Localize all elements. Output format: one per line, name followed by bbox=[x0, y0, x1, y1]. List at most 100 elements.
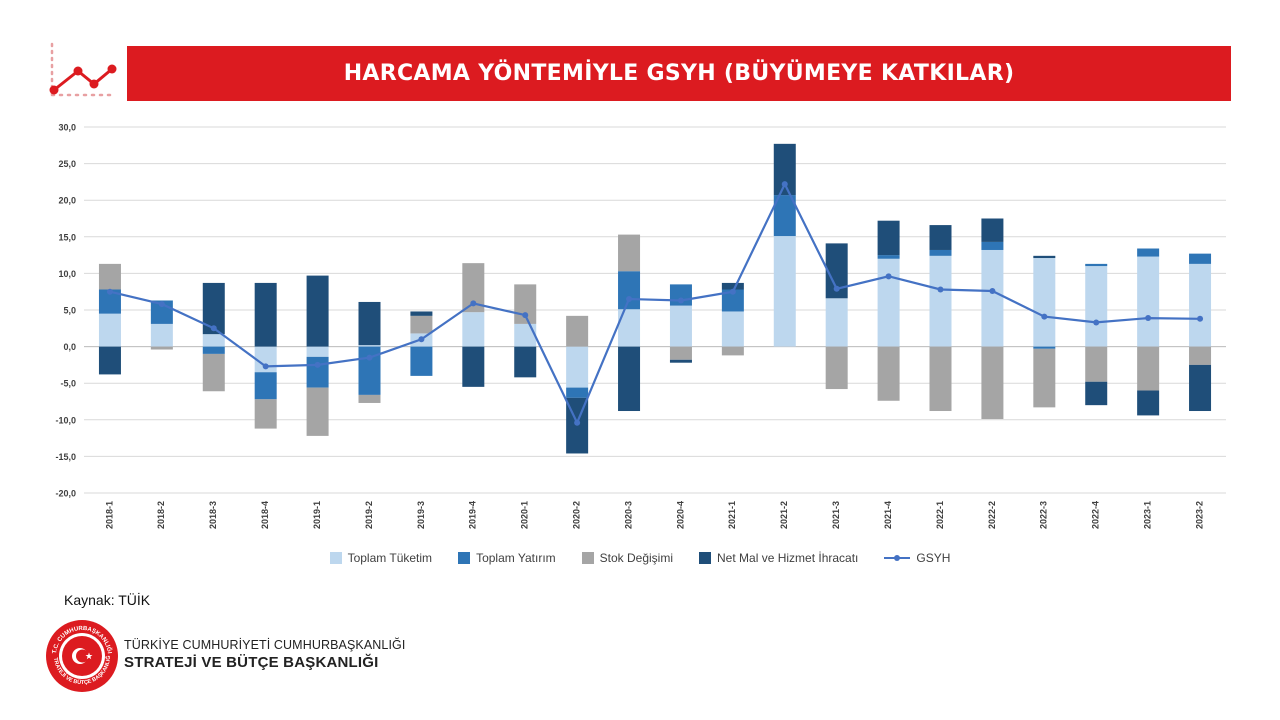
x-axis-ticks: 2018-1 2018-2 2018-3 2018-4 2019-1 2019-2 2019… bbox=[104, 501, 1204, 529]
y-tick-label: 20,0 bbox=[58, 196, 76, 206]
gsyh-point bbox=[729, 288, 736, 295]
legend-label: Toplam Yatırım bbox=[476, 551, 556, 565]
legend-item-net-ihracat: Net Mal ve Hizmet İhracatı bbox=[699, 551, 858, 565]
bar-segment bbox=[202, 282, 225, 335]
gsyh-line-series bbox=[106, 181, 1204, 426]
x-tick-label: 2018-1 bbox=[104, 501, 114, 529]
legend-label: Toplam Tüketim bbox=[347, 551, 433, 565]
legend-label: Stok Değişimi bbox=[599, 551, 674, 565]
gsyh-point bbox=[574, 419, 581, 426]
gsyh-line bbox=[109, 181, 1201, 426]
x-tick-label: 2022-2 bbox=[987, 501, 997, 529]
bar-segment bbox=[721, 346, 744, 356]
bar-segment bbox=[877, 258, 900, 347]
x-tick-label: 2019-2 bbox=[364, 501, 374, 529]
x-tick-label: 2018-4 bbox=[260, 501, 270, 529]
bar-segment bbox=[1189, 253, 1212, 264]
gsyh-point bbox=[885, 273, 892, 280]
x-tick-label: 2021-3 bbox=[831, 501, 841, 529]
bar-segment bbox=[150, 346, 173, 350]
x-tick-label: 2023-1 bbox=[1143, 501, 1153, 529]
bar-segment bbox=[1033, 255, 1056, 259]
bar-segment bbox=[566, 315, 589, 347]
gsyh-point bbox=[470, 300, 477, 307]
y-axis-ticks: 30,0 25,0 20,0 15,0 10,0 5,0 0,0 -5,0 -10,0 -15,0… bbox=[55, 123, 76, 499]
gsyh-point bbox=[1041, 313, 1048, 320]
legend-swatch-net-ihracat bbox=[699, 552, 712, 564]
y-tick-label: 10,0 bbox=[58, 269, 76, 279]
bar-segment bbox=[306, 346, 329, 357]
y-tick-label: 5,0 bbox=[63, 306, 76, 316]
bar-segment bbox=[981, 249, 1004, 347]
x-tick-label: 2019-1 bbox=[312, 501, 322, 529]
gsyh-point bbox=[262, 363, 269, 370]
bar-segment bbox=[981, 241, 1004, 250]
bar-segment bbox=[773, 236, 796, 347]
gdp-contribution-chart: 30,0 25,0 20,0 15,0 10,0 5,0 0,0 -5,0 -10,0 -15,0… bbox=[55, 123, 1226, 529]
bar-segment bbox=[410, 346, 433, 376]
bar-segment bbox=[669, 305, 692, 347]
gsyh-point bbox=[1145, 315, 1152, 322]
bar-segment bbox=[254, 399, 277, 429]
bar-segment bbox=[566, 387, 589, 398]
bar-segment bbox=[410, 315, 433, 334]
legend-label: Net Mal ve Hizmet İhracatı bbox=[717, 551, 859, 565]
bar-segment bbox=[721, 282, 744, 290]
bar-segment bbox=[618, 346, 641, 412]
gsyh-point bbox=[1093, 319, 1100, 326]
bar-segment bbox=[98, 313, 121, 347]
trend-chart-icon bbox=[49, 42, 117, 97]
x-tick-label: 2020-4 bbox=[675, 501, 685, 529]
bar-segment bbox=[929, 255, 952, 347]
bar-segment bbox=[1137, 248, 1160, 257]
x-tick-label: 2020-3 bbox=[623, 501, 633, 529]
gsyh-point bbox=[833, 285, 840, 292]
bar-segment bbox=[825, 298, 848, 347]
x-tick-label: 2021-4 bbox=[883, 501, 893, 529]
gsyh-point bbox=[677, 297, 684, 304]
bar-segment bbox=[618, 271, 641, 310]
bar-segment bbox=[618, 309, 641, 347]
bar-segment bbox=[410, 311, 433, 316]
legend-swatch-toplam-yatirim bbox=[458, 552, 471, 564]
legend-swatch-stok-degisimi bbox=[581, 552, 594, 564]
x-tick-label: 2021-1 bbox=[727, 501, 737, 529]
gsyh-point bbox=[106, 288, 113, 295]
x-tick-label: 2020-1 bbox=[520, 501, 530, 529]
legend-item-stok-degisimi: Stok Değişimi bbox=[581, 551, 674, 565]
legend-item-gsyh: GSYH bbox=[884, 551, 950, 565]
bar-segment bbox=[1189, 263, 1212, 347]
y-tick-label: -5,0 bbox=[60, 379, 76, 389]
bar-segment bbox=[306, 387, 329, 436]
bar-segment bbox=[98, 346, 121, 375]
bar-segment bbox=[669, 359, 692, 363]
legend-item-toplam-yatirim: Toplam Yatırım bbox=[458, 551, 556, 565]
header-bar: HARCAMA YÖNTEMİYLE GSYH (BÜYÜMEYE KATKIL… bbox=[127, 46, 1231, 101]
x-tick-label: 2022-4 bbox=[1091, 501, 1101, 529]
gsyh-point bbox=[418, 336, 425, 343]
gsyh-point bbox=[781, 181, 788, 188]
gsyh-point bbox=[626, 296, 633, 303]
bar-segment bbox=[1137, 390, 1160, 416]
y-tick-label: -10,0 bbox=[55, 415, 76, 425]
bar-segment bbox=[1137, 256, 1160, 347]
bar-segment bbox=[98, 289, 121, 314]
bar-segment bbox=[254, 372, 277, 400]
bar-segment bbox=[306, 275, 329, 347]
legend-swatch-gsyh bbox=[884, 552, 911, 564]
bar-segment bbox=[358, 345, 381, 347]
y-tick-label: 0,0 bbox=[63, 342, 76, 352]
x-tick-label: 2023-2 bbox=[1194, 501, 1204, 529]
x-tick-label: 2018-3 bbox=[208, 501, 218, 529]
gsyh-point bbox=[314, 361, 321, 368]
bar-segment bbox=[514, 323, 537, 347]
bar-segment bbox=[618, 234, 641, 272]
y-tick-label: -15,0 bbox=[55, 452, 76, 462]
source-note: Kaynak: TÜİK bbox=[64, 592, 151, 608]
x-tick-label: 2022-1 bbox=[935, 501, 945, 529]
x-tick-label: 2020-2 bbox=[572, 501, 582, 529]
y-tick-label: 15,0 bbox=[58, 232, 76, 242]
bar-segment bbox=[1085, 263, 1108, 267]
gsyh-point bbox=[989, 287, 996, 294]
bar-segment bbox=[202, 346, 225, 354]
